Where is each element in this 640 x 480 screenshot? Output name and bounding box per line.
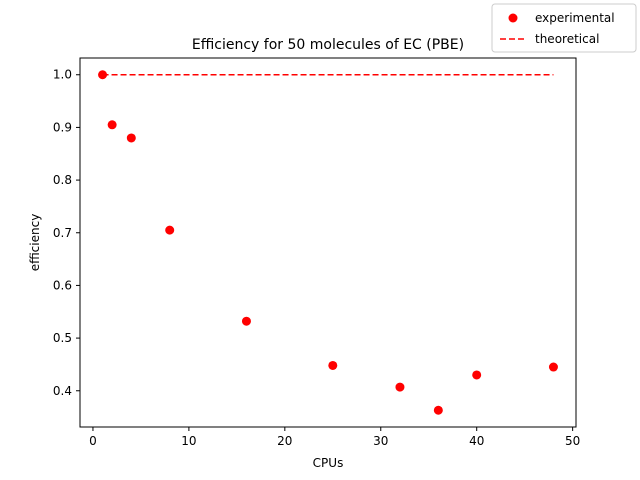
y-axis-ticks: 0.4 0.5 0.6 0.7 0.8 0.9 1.0 xyxy=(53,68,80,398)
x-tick-label: 40 xyxy=(469,434,484,448)
data-point-experimental xyxy=(328,360,338,370)
data-point-experimental xyxy=(472,370,482,380)
y-tick-label: 0.8 xyxy=(53,173,72,187)
data-point-experimental xyxy=(433,405,443,415)
data-point-experimental xyxy=(241,316,251,326)
data-marks xyxy=(98,70,558,415)
y-tick-label: 0.7 xyxy=(53,226,72,240)
x-tick-label: 50 xyxy=(565,434,580,448)
plot-area xyxy=(80,58,576,427)
x-axis-ticks: 0 10 20 30 40 50 xyxy=(89,427,580,448)
chart-title: Efficiency for 50 molecules of EC (PBE) xyxy=(192,37,464,53)
legend-label-experimental: experimental xyxy=(535,11,615,25)
y-tick-label: 0.5 xyxy=(53,331,72,345)
x-axis-label: CPUs xyxy=(313,456,344,470)
x-tick-label: 30 xyxy=(373,434,388,448)
y-axis-label: efficiency xyxy=(28,214,42,272)
plot-frame xyxy=(79,57,577,428)
y-tick-label: 0.9 xyxy=(53,120,72,134)
data-point-experimental xyxy=(107,120,117,130)
data-point-experimental xyxy=(126,133,136,143)
legend-marker-experimental xyxy=(508,13,518,23)
y-tick-label: 1.0 xyxy=(53,68,72,82)
y-tick-label: 0.4 xyxy=(53,384,72,398)
x-tick-label: 0 xyxy=(89,434,97,448)
legend-box xyxy=(491,3,637,53)
x-tick-label: 20 xyxy=(277,434,292,448)
y-tick-label: 0.6 xyxy=(53,278,72,292)
x-tick-label: 10 xyxy=(181,434,196,448)
data-point-experimental xyxy=(395,382,405,392)
data-point-experimental xyxy=(548,362,558,372)
data-point-experimental xyxy=(98,70,108,80)
legend-label-theoretical: theoretical xyxy=(535,32,599,46)
legend: experimental theoretical xyxy=(491,3,637,53)
data-point-experimental xyxy=(165,225,175,235)
